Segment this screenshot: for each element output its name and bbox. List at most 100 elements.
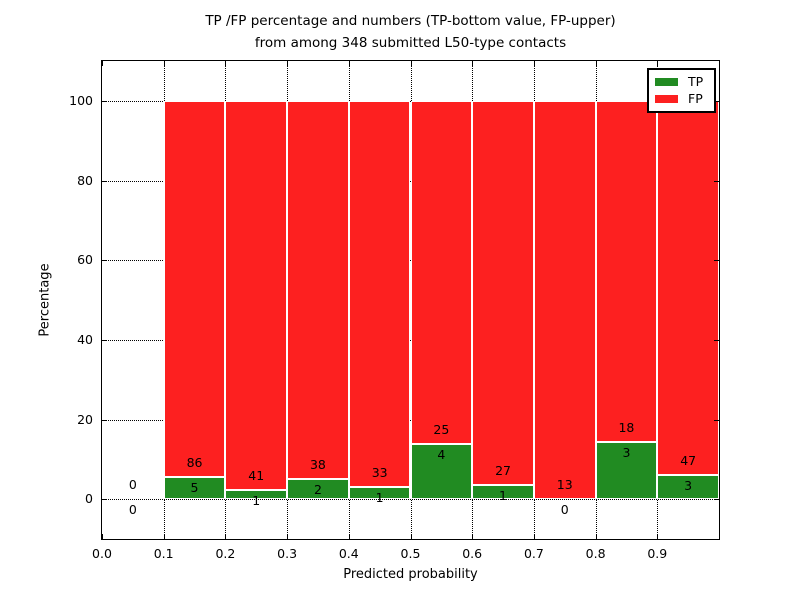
tp-swatch-icon (655, 77, 678, 86)
fp-count-label: 47 (680, 453, 697, 469)
y-tick-left (102, 339, 107, 341)
bar-fp-segment (533, 100, 596, 500)
bar-fp-segment (287, 100, 349, 480)
x-tick-bottom (163, 534, 165, 539)
chart-title: TP /FP percentage and numbers (TP-bottom… (101, 10, 720, 54)
x-tick-top (472, 61, 474, 66)
fp-count-label: 18 (618, 420, 635, 436)
x-tick-label: 0.2 (215, 546, 236, 561)
y-tick-left (102, 419, 107, 421)
y-tick-label: 80 (77, 172, 93, 188)
x-tick-bottom (102, 534, 103, 539)
bar-fp-segment (595, 100, 658, 443)
bar-tp-segment (472, 484, 534, 500)
x-tick-bottom (595, 534, 597, 539)
y-tick-label: 100 (69, 92, 93, 108)
tp-count-label: 4 (437, 447, 446, 463)
plot-inner: 0 0 86 5 41 1 38 2 33 1 25 4 27 1 13 0 18 3 47 3 0.0 0.1 0.2 0.… (69, 61, 719, 561)
x-tick-bottom (533, 534, 535, 539)
x-tick-label: 0.9 (647, 546, 668, 561)
tp-count-label: 1 (499, 487, 507, 503)
x-tick-top (102, 61, 103, 66)
tp-count-label: 5 (190, 480, 199, 496)
x-tick-top (410, 61, 412, 66)
tp-count-label: 3 (684, 478, 693, 494)
x-tick-top (163, 61, 165, 66)
x-tick-top (287, 61, 289, 66)
x-tick-label: 0.0 (92, 546, 112, 561)
x-tick-label: 0.5 (400, 546, 421, 561)
bar-tp-segment (595, 442, 658, 500)
bar-tp-segment (410, 444, 473, 500)
bar-tp-segment (287, 479, 349, 500)
x-tick-label: 0.8 (585, 546, 606, 561)
fp-count-label: 33 (371, 465, 388, 481)
x-tick-bottom (225, 534, 227, 539)
y-tick-left (102, 260, 107, 262)
bar-fp-segment (410, 100, 473, 445)
fp-count-label: 13 (556, 477, 573, 493)
fp-count-label: 41 (248, 467, 265, 483)
chart-title-line-1: TP /FP percentage and numbers (TP-bottom… (205, 13, 616, 29)
fp-count-label: 38 (309, 457, 326, 473)
fp-count-label: 86 (186, 455, 203, 471)
x-tick-bottom (472, 534, 474, 539)
fp-swatch-icon (655, 95, 678, 104)
y-tick-right (714, 419, 719, 421)
x-tick-label: 0.6 (462, 546, 483, 561)
x-tick-label: 0.3 (277, 546, 298, 561)
y-tick-right (714, 260, 719, 262)
bar-tp-segment (163, 477, 226, 500)
x-tick-bottom (348, 534, 350, 539)
bar-tp-segment (225, 489, 288, 500)
x-tick-bottom (657, 534, 659, 539)
x-axis-label: Predicted probability (343, 567, 478, 582)
x-tick-top (595, 61, 597, 66)
y-tick-right (714, 180, 719, 182)
y-axis-label: Percentage (37, 263, 53, 337)
plot-area: 0 0 86 5 41 1 38 2 33 1 25 4 27 1 13 0 18 3 47 3 0.0 0.1 0.2 0.… (69, 60, 720, 561)
legend-entry-label: TP (688, 73, 704, 89)
bar-fp-segment (225, 100, 288, 490)
y-tick-left (102, 100, 107, 102)
y-tick-label: 20 (77, 411, 93, 427)
y-tick-left (102, 180, 107, 182)
legend-entry-fp: FP (655, 92, 708, 106)
tp-count-label: 0 (128, 502, 137, 518)
legend-entry-tp: TP (655, 73, 708, 89)
tp-count-label: 3 (622, 445, 631, 461)
y-tick-right (714, 339, 719, 341)
chart-title-line-2: from among 348 submitted L50-type contac… (254, 35, 567, 51)
x-tick-label: 0.1 (153, 546, 174, 561)
y-tick-right (714, 100, 719, 102)
bar-fp-segment (163, 100, 226, 478)
bar-tp-segment (348, 487, 411, 500)
tp-count-label: 2 (313, 482, 322, 498)
fp-count-label: 0 (128, 477, 137, 493)
x-tick-top (225, 61, 227, 66)
x-tick-top (657, 61, 659, 66)
y-tick-label: 40 (77, 331, 93, 347)
x-tick-top (533, 61, 535, 66)
bar-fp-segment (472, 100, 534, 485)
fp-count-label: 25 (433, 422, 450, 438)
y-tick-label: 0 (85, 491, 93, 507)
x-tick-top (348, 61, 350, 66)
y-tick-right (714, 499, 719, 501)
legend: TP FP (647, 68, 716, 113)
tp-count-label: 0 (560, 502, 569, 518)
legend-entry-label: FP (688, 91, 703, 107)
y-tick-label: 60 (77, 252, 93, 268)
bar-fp-segment (348, 100, 411, 488)
x-tick-bottom (410, 534, 412, 539)
x-tick-label: 0.4 (338, 546, 359, 561)
tp-count-label: 1 (375, 490, 384, 506)
bar-tp-segment (657, 475, 719, 500)
x-tick-bottom (287, 534, 289, 539)
x-tick-label: 0.7 (523, 546, 544, 561)
fp-count-label: 27 (495, 462, 511, 478)
bar-fp-segment (657, 100, 719, 476)
y-tick-left (102, 499, 107, 501)
tp-count-label: 1 (252, 492, 261, 508)
